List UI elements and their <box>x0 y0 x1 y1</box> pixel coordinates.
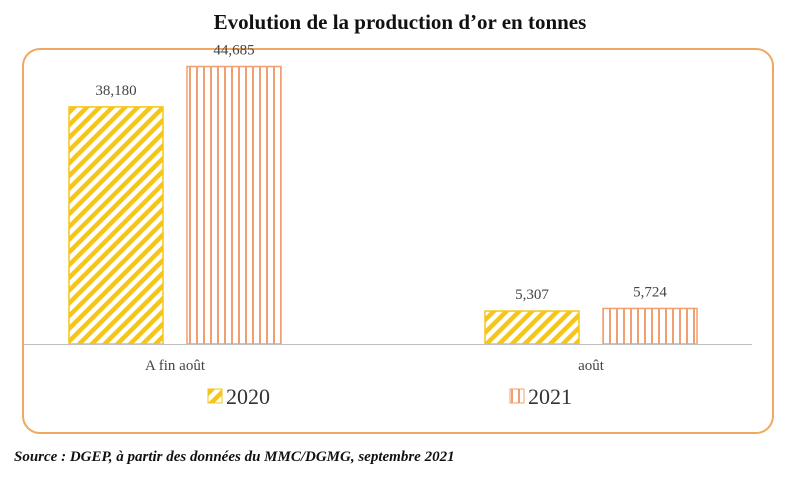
legend-label-2020: 2020 <box>226 384 270 409</box>
chart-frame <box>22 48 774 434</box>
bar-chart: 38,180 44,685 A fin août 5,307 5,724 août 202… <box>24 43 752 409</box>
data-label-2021-a-fin-aout: 44,685 <box>213 43 254 59</box>
source-note: Source : DGEP, à partir des données du M… <box>14 449 455 465</box>
bar-2021-a-fin-aout <box>186 65 282 345</box>
chart-title: Evolution de la production d’or en tonne… <box>213 10 587 34</box>
legend-swatch-2020 <box>207 388 223 404</box>
bar-2020-a-fin-aout <box>68 106 164 345</box>
legend-swatch-2021 <box>509 388 525 404</box>
data-label-2020-aout: 5,307 <box>515 287 549 303</box>
data-label-2021-aout: 5,724 <box>633 284 667 300</box>
category-label: août <box>578 358 605 374</box>
category-label: A fin août <box>145 358 206 374</box>
bar-2020-aout <box>484 310 580 345</box>
legend-label-2021: 2021 <box>528 384 572 409</box>
data-label-2020-a-fin-aout: 38,180 <box>95 83 136 99</box>
bar-2021-aout <box>602 307 698 345</box>
